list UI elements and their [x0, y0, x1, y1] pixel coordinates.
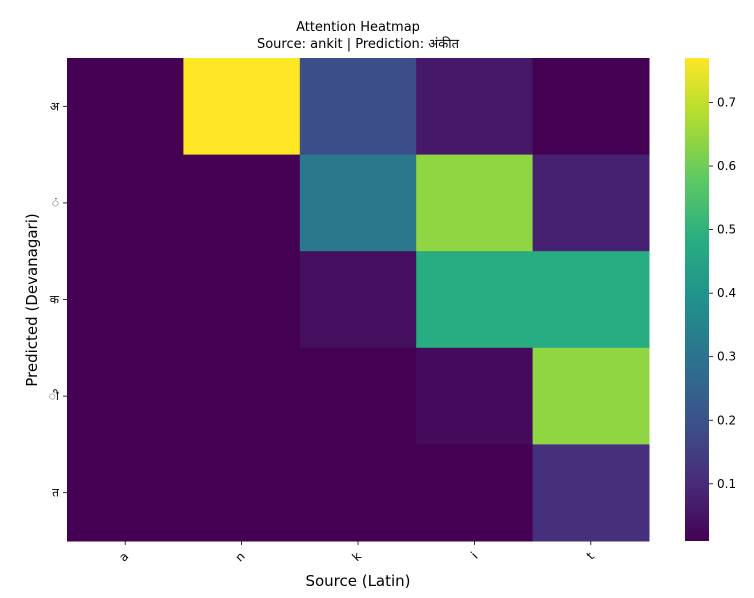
- colorbar-tick-label: 0.5: [717, 223, 736, 237]
- heatmap-cell: [416, 58, 534, 156]
- y-tick-label: त: [52, 486, 60, 500]
- y-tick-label: अ: [50, 99, 60, 113]
- heatmap-cell: [67, 347, 184, 445]
- heatmap-cell: [299, 58, 417, 156]
- chart-subtitle: Source: ankit | Prediction: अंकीत: [257, 36, 460, 52]
- heatmap-cell: [532, 154, 650, 252]
- heatmap-cell: [532, 58, 650, 156]
- x-tick-label: t: [584, 549, 597, 562]
- heatmap-cell: [416, 251, 534, 349]
- heatmap-cell: [532, 444, 650, 542]
- heatmap-cell: [67, 444, 184, 542]
- y-axis-ticks: अं की त: [49, 99, 67, 500]
- heatmap-cell: [532, 347, 650, 445]
- colorbar-tick-label: 0.1: [717, 477, 736, 491]
- heatmap-cell: [67, 154, 184, 252]
- heatmap-cell: [416, 347, 534, 445]
- y-axis-label: Predicted (Devanagari): [23, 213, 41, 386]
- heatmap-cell: [416, 444, 534, 542]
- heatmap-cell: [299, 444, 417, 542]
- x-tick-label: i: [468, 549, 480, 561]
- chart-title: Attention Heatmap: [296, 20, 420, 35]
- heatmap-cell: [299, 154, 417, 252]
- colorbar-tick-label: 0.4: [717, 286, 736, 300]
- x-tick-label: a: [116, 549, 131, 564]
- y-tick-label: क: [50, 293, 60, 307]
- heatmap-cell: [299, 251, 417, 349]
- heatmap-cell: [183, 154, 301, 252]
- x-axis-label: Source (Latin): [305, 572, 410, 590]
- heatmap-cell: [183, 347, 301, 445]
- x-tick-label: k: [349, 549, 364, 564]
- colorbar-tick-label: 0.2: [717, 413, 736, 427]
- heatmap-cell: [299, 347, 417, 445]
- heatmap-cell: [183, 444, 301, 542]
- colorbar-ticks: 0.1 0.2 0.3 0.4 0.5 0.6 0.7: [709, 95, 736, 491]
- heatmap-cell: [532, 251, 650, 349]
- colorbar-tick-label: 0.6: [717, 159, 736, 173]
- y-tick-label: ी: [49, 389, 60, 403]
- colorbar-tick-label: 0.7: [717, 95, 736, 109]
- colorbar: [685, 58, 709, 541]
- heatmap-cell: [67, 58, 184, 156]
- heatmap-cell: [183, 251, 301, 349]
- heatmap-cells: [67, 58, 650, 542]
- x-tick-label: n: [232, 549, 247, 564]
- heatmap-cell: [183, 58, 301, 156]
- heatmap-cell: [67, 251, 184, 349]
- y-tick-label: ं: [52, 196, 59, 210]
- heatmap-cell: [416, 154, 534, 252]
- colorbar-tick-label: 0.3: [717, 350, 736, 364]
